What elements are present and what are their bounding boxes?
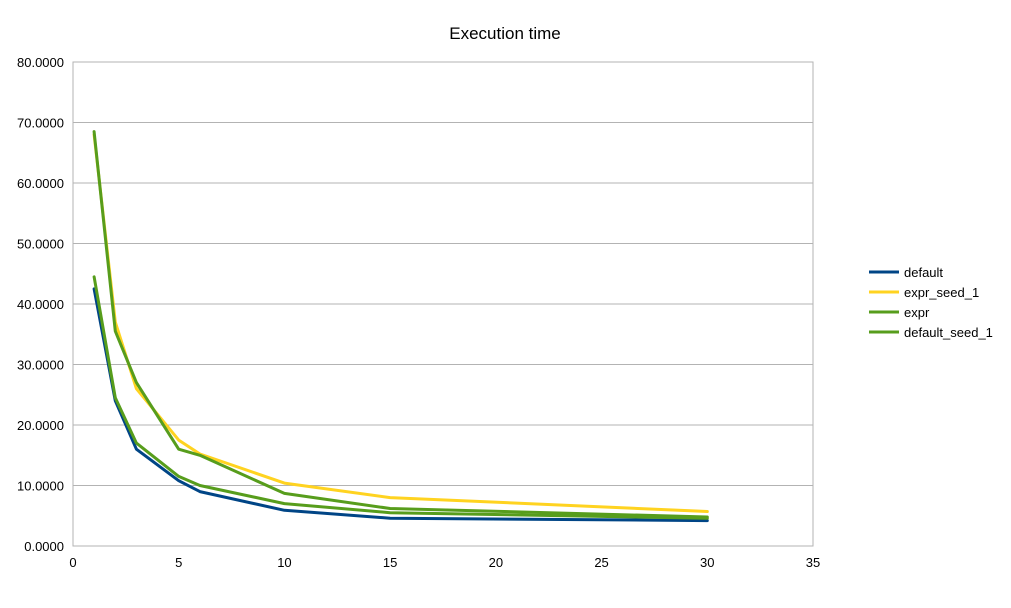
y-tick-label: 30.0000 bbox=[17, 358, 64, 373]
x-axis-tick-labels: 0 5 10 15 20 25 30 35 bbox=[69, 555, 820, 570]
x-tick-label: 30 bbox=[700, 555, 714, 570]
legend-label: default_seed_1 bbox=[904, 325, 993, 340]
x-tick-label: 25 bbox=[594, 555, 608, 570]
y-tick-label: 80.0000 bbox=[17, 55, 64, 70]
x-tick-label: 15 bbox=[383, 555, 397, 570]
y-tick-label: 0.0000 bbox=[24, 539, 64, 554]
y-tick-label: 20.0000 bbox=[17, 418, 64, 433]
x-tick-label: 10 bbox=[277, 555, 291, 570]
x-tick-label: 20 bbox=[489, 555, 503, 570]
y-tick-label: 50.0000 bbox=[17, 237, 64, 252]
y-tick-label: 60.0000 bbox=[17, 176, 64, 191]
legend-label: expr_seed_1 bbox=[904, 285, 979, 300]
series-lines bbox=[92, 130, 709, 523]
y-tick-label: 10.0000 bbox=[17, 479, 64, 494]
plot-area-border bbox=[72, 61, 814, 547]
x-tick-label: 0 bbox=[69, 555, 76, 570]
y-tick-label: 40.0000 bbox=[17, 297, 64, 312]
y-axis-tick-labels: 0.0000 10.0000 20.0000 30.0000 40.0000 50.000… bbox=[17, 55, 64, 554]
series-line-expr bbox=[92, 275, 709, 520]
series-line-default-seed-1 bbox=[92, 130, 709, 519]
legend-label: expr bbox=[904, 305, 930, 320]
y-tick-label: 70.0000 bbox=[17, 116, 64, 131]
legend-label: default bbox=[904, 265, 943, 280]
grid-lines bbox=[73, 61, 813, 547]
x-tick-label: 5 bbox=[175, 555, 182, 570]
chart-title: Execution time bbox=[449, 24, 561, 43]
series-line-expr-seed-1 bbox=[92, 133, 709, 513]
x-tick-label: 35 bbox=[806, 555, 820, 570]
